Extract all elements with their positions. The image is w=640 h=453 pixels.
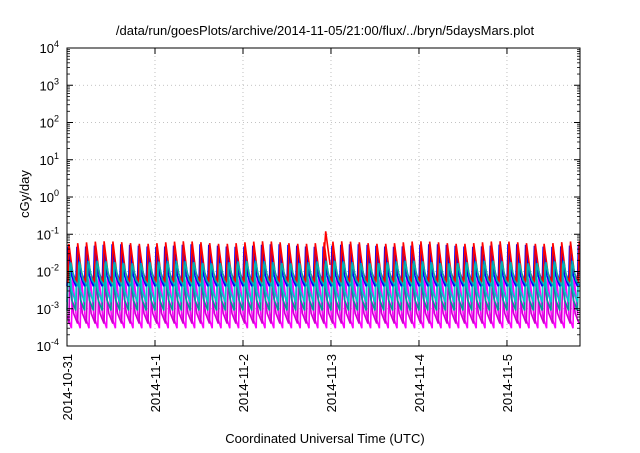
series-layer xyxy=(66,231,581,329)
y-tick-label: 100 xyxy=(40,188,59,205)
x-tick-label: 2014-11-5 xyxy=(500,354,515,412)
tick-labels: 10-4 10-3 10-2 10-1 100 101 102 103 104 2014-10-3… xyxy=(37,39,515,421)
y-tick-label: 10-3 xyxy=(37,300,59,317)
y-tick-label: 104 xyxy=(40,39,59,56)
x-axis-label: Coordinated Universal Time (UTC) xyxy=(225,431,424,446)
y-tick-label: 103 xyxy=(40,76,59,93)
x-tick-label: 2014-10-31 xyxy=(60,354,75,421)
x-tick-label: 2014-11-4 xyxy=(412,354,427,412)
chart-title: /data/run/goesPlots/archive/2014-11-05/2… xyxy=(116,23,535,38)
x-tick-label: 2014-11-3 xyxy=(324,354,339,412)
x-tick-label: 2014-11-1 xyxy=(148,354,163,412)
y-tick-label: 101 xyxy=(40,151,59,168)
series-line xyxy=(68,260,581,289)
series-spike xyxy=(322,231,331,272)
y-axis-label: cGy/day xyxy=(17,170,32,218)
ticks xyxy=(66,47,580,347)
x-tick-label: 2014-11-2 xyxy=(236,354,251,412)
y-tick-label: 102 xyxy=(40,114,59,131)
y-tick-label: 10-4 xyxy=(37,337,59,354)
y-tick-label: 10-1 xyxy=(37,225,59,242)
y-tick-label: 10-2 xyxy=(37,263,59,280)
